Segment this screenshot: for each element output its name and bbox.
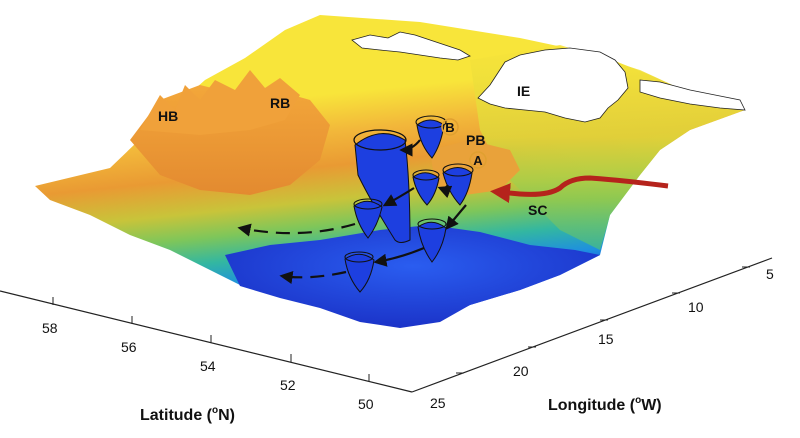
path-mid-to-west bbox=[382, 187, 415, 207]
lat-tick-54: 54 bbox=[200, 358, 216, 374]
lon-tick-20: 20 bbox=[513, 363, 529, 379]
deep-basin bbox=[225, 225, 600, 328]
path-b-to-large bbox=[399, 139, 421, 157]
latitude-axis: 58 56 54 52 50 Latitude (oN) bbox=[42, 297, 374, 424]
large-eddy-rotation bbox=[353, 129, 407, 151]
uk-coast bbox=[639, 79, 746, 111]
eddy-west-rotation bbox=[353, 198, 383, 210]
lon-tick-25: 25 bbox=[430, 395, 446, 411]
eddy-west bbox=[353, 200, 383, 239]
lon-tick-10: 10 bbox=[688, 299, 704, 315]
lat-tick-50: 50 bbox=[358, 396, 374, 412]
latitude-axis-label: Latitude (oN) bbox=[140, 405, 235, 424]
eddy-group bbox=[344, 115, 474, 293]
longitude-axis: 5 10 15 20 25 Longitude (oW) bbox=[430, 266, 774, 414]
label-rb: RB bbox=[270, 95, 290, 111]
scotland-landmass bbox=[351, 31, 471, 61]
eddy-southwest-rotation bbox=[344, 251, 374, 263]
label-hb: HB bbox=[158, 108, 178, 124]
lat-tick-58: 58 bbox=[42, 320, 58, 336]
lat-tick-56: 56 bbox=[121, 339, 137, 355]
label-pb: PB bbox=[466, 132, 485, 148]
marker-a: A bbox=[469, 151, 487, 169]
longitude-axis-label: Longitude (oW) bbox=[548, 395, 662, 414]
eddy-mid-rotation bbox=[412, 169, 440, 181]
ireland-landmass bbox=[477, 47, 629, 123]
eddy-pathways bbox=[237, 139, 467, 285]
path-a-to-south bbox=[445, 204, 467, 231]
eddy-b bbox=[416, 119, 445, 159]
path-a-to-mid bbox=[437, 184, 453, 199]
hatton-bank-peaks bbox=[140, 70, 300, 135]
eddy-a-rotation bbox=[442, 163, 474, 177]
path-south-to-sw bbox=[373, 246, 425, 267]
marker-a-label: A bbox=[473, 153, 483, 168]
label-sc: SC bbox=[528, 202, 547, 218]
label-ie: IE bbox=[517, 83, 530, 99]
eddy-south bbox=[417, 221, 447, 263]
marker-b: B bbox=[441, 118, 459, 136]
lat-tick-52: 52 bbox=[280, 377, 296, 393]
lon-tick-5: 5 bbox=[766, 266, 774, 282]
path-southwest-outflow bbox=[279, 270, 347, 285]
shelf-current-arrow bbox=[490, 175, 669, 204]
path-west-outflow bbox=[237, 222, 356, 237]
axis-box bbox=[0, 257, 773, 393]
lon-tick-15: 15 bbox=[598, 331, 614, 347]
marker-b-label: B bbox=[445, 120, 454, 135]
eddy-mid bbox=[412, 172, 440, 206]
eddy-b-rotation bbox=[415, 115, 447, 129]
eddy-southwest bbox=[344, 253, 375, 293]
